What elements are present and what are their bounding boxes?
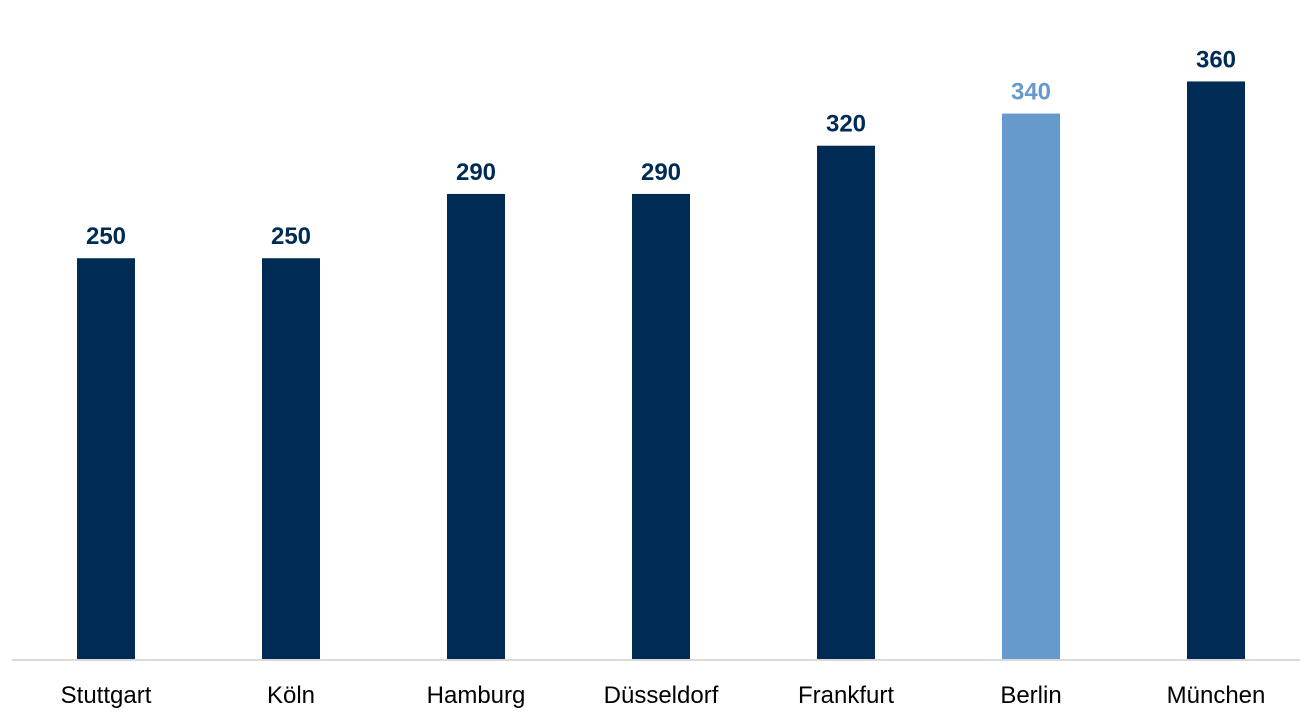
category-label-0: Stuttgart [61,682,152,709]
bar-6 [1187,81,1245,661]
bar-2 [447,193,505,661]
category-label-6: München [1167,682,1266,709]
value-label-1: 250 [271,223,311,250]
category-label-1: Köln [267,682,315,709]
category-label-3: Düsseldorf [604,682,719,709]
category-label-4: Frankfurt [798,682,894,709]
bar-1 [262,258,320,660]
bar-4 [817,145,875,660]
bar-3 [632,193,690,661]
category-label-5: Berlin [1000,682,1061,709]
bar-0 [77,258,135,660]
value-label-6: 360 [1196,46,1236,73]
value-label-2: 290 [456,159,496,186]
bars-group [77,81,1245,661]
value-label-0: 250 [86,223,126,250]
bar-5 [1002,113,1060,660]
category-labels: Stuttgart Köln Hamburg Düsseldorf Frankfurt B… [61,682,1266,709]
category-label-2: Hamburg [427,682,526,709]
value-label-3: 290 [641,159,681,186]
value-label-5: 340 [1011,79,1051,106]
value-label-4: 320 [826,111,866,138]
value-labels: 250 250 290 290 320 340 360 [86,46,1236,250]
